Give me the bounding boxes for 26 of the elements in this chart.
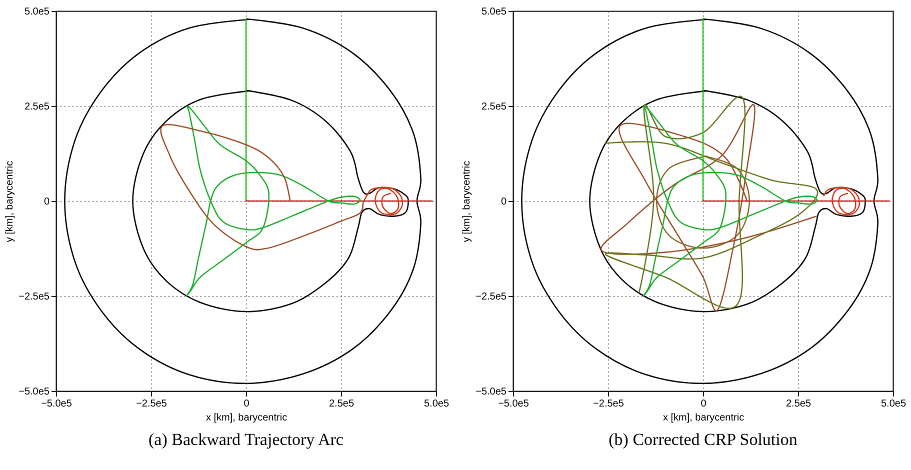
x-tick-label: −5.0e5: [41, 398, 72, 410]
y-tick-label: 0: [500, 196, 507, 208]
x-axis-title: x [km], barycentric: [662, 412, 744, 424]
y-tick-label: −5.0e5: [18, 386, 50, 398]
y-axis-title: y [km], barycentric: [4, 160, 16, 242]
y-tick-label: 2.5e5: [24, 102, 50, 112]
y-tick-label: 5.0e5: [481, 6, 507, 18]
x-tick-label: 5.0e5: [424, 398, 450, 410]
x-tick-label: 2.5e5: [328, 398, 354, 410]
x-tick-label: 0: [244, 398, 250, 410]
text: (a) Backward Trajectory Arc: [148, 430, 344, 449]
y-tick-label: −5.0e5: [476, 386, 507, 398]
x-tick-label: 0: [700, 398, 707, 410]
x-tick-label: 5.0e5: [880, 398, 906, 410]
y-tick-label: −2.5e5: [18, 292, 50, 302]
x-tick-label: −5.0e5: [498, 398, 530, 410]
x-tick-label: −2.5e5: [593, 398, 624, 410]
y-axis-title: y [km], barycentric: [462, 160, 473, 242]
y-tick-label: −2.5e5: [476, 292, 507, 302]
x-tick-label: −2.5e5: [136, 398, 168, 410]
x-axis-title: x [km], barycentric: [206, 412, 288, 424]
text: (b) Corrected CRP Solution: [608, 430, 798, 449]
x-tick-label: 2.5e5: [786, 398, 812, 410]
y-tick-label: 2.5e5: [481, 102, 507, 112]
y-tick-label: 5.0e5: [24, 6, 50, 18]
y-tick-label: 0: [44, 196, 50, 208]
